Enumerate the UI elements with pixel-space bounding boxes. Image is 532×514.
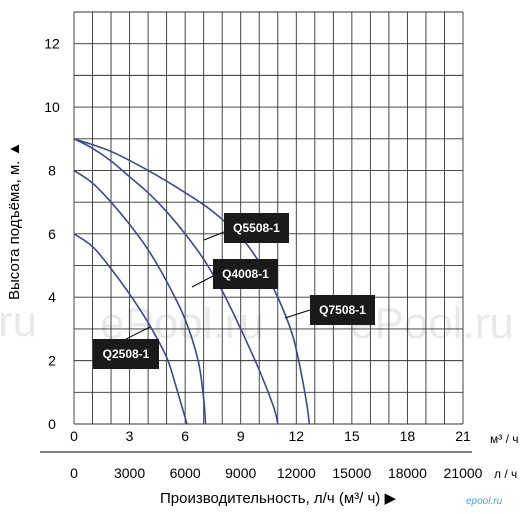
x-tick-label-lh: 21000 [444, 465, 483, 481]
y-tick-label: 0 [48, 416, 56, 432]
callout-line-q2508-1 [125, 326, 151, 340]
x-tick-labels-m3h: 0 3 6 9 12 15 18 21 [70, 428, 471, 444]
x-tick-label-m3h: 18 [400, 428, 416, 444]
x-tick-label-lh: 15000 [332, 465, 371, 481]
callout-box-q5508-1 [224, 213, 289, 243]
watermark-left: ru [0, 297, 37, 346]
x-tick-label-m3h: 15 [344, 428, 360, 444]
curve-q4008-1 [73, 169, 207, 425]
y-tick-label: 8 [48, 162, 56, 178]
callout-line-q4008-1 [191, 275, 214, 288]
callout-box-q7508-1 [310, 295, 375, 325]
x-unit-m3h: м³ / ч [490, 432, 519, 446]
y-axis-label: Высота подъёма, м. ▲ [6, 142, 23, 300]
x-tick-label-lh: 12000 [277, 465, 316, 481]
callout-label-q2508-1: Q2508-1 [103, 347, 150, 361]
x-tick-label-lh: 3000 [114, 465, 145, 481]
callout-box-q4008-1 [213, 259, 278, 289]
performance-curves [73, 138, 311, 425]
curve-q7508-1 [73, 138, 311, 425]
watermark-right: ePool.ru [350, 299, 514, 348]
y-tick-labels: 0 2 4 6 8 10 12 [44, 36, 60, 432]
y-tick-label: 12 [44, 36, 60, 52]
callout-line-q5508-1 [203, 231, 225, 241]
curve-q2508-1 [73, 233, 188, 425]
brand-logo: epool.ru [466, 496, 503, 507]
x-unit-lh: л / ч [494, 467, 517, 481]
callout-box-q2508-1 [93, 339, 159, 369]
x-tick-label-m3h: 6 [181, 428, 189, 444]
y-tick-label: 6 [48, 226, 56, 242]
x-axis-label: Производительность, л/ч (м³/ ч) ▶ [160, 490, 396, 507]
x-tick-label-m3h: 9 [237, 428, 245, 444]
x-tick-label-lh: 6000 [170, 465, 201, 481]
callout-label-q7508-1: Q7508-1 [319, 303, 366, 317]
y-tick-label: 10 [44, 99, 60, 115]
x-tick-label-m3h: 12 [288, 428, 304, 444]
x-tick-label-lh: 0 [70, 465, 78, 481]
callout-label-q4008-1: Q4008-1 [222, 267, 269, 281]
callout-label-q5508-1: Q5508-1 [233, 221, 280, 235]
x-tick-label-m3h: 21 [455, 428, 471, 444]
x-tick-labels-lh: 0 3000 6000 9000 12000 15000 18000 21000 [70, 465, 483, 481]
x-tick-label-lh: 18000 [388, 465, 427, 481]
x-tick-label-lh: 9000 [225, 465, 256, 481]
x-tick-label-m3h: 3 [126, 428, 134, 444]
curve-q5508-1 [73, 138, 279, 425]
callouts: Q2508-1 Q4008-1 Q5508-1 Q7508-1 [93, 213, 375, 369]
y-tick-label: 4 [48, 289, 56, 305]
x-tick-label-m3h: 0 [70, 428, 78, 444]
y-tick-label: 2 [48, 353, 56, 369]
callout-line-q7508-1 [284, 309, 311, 319]
